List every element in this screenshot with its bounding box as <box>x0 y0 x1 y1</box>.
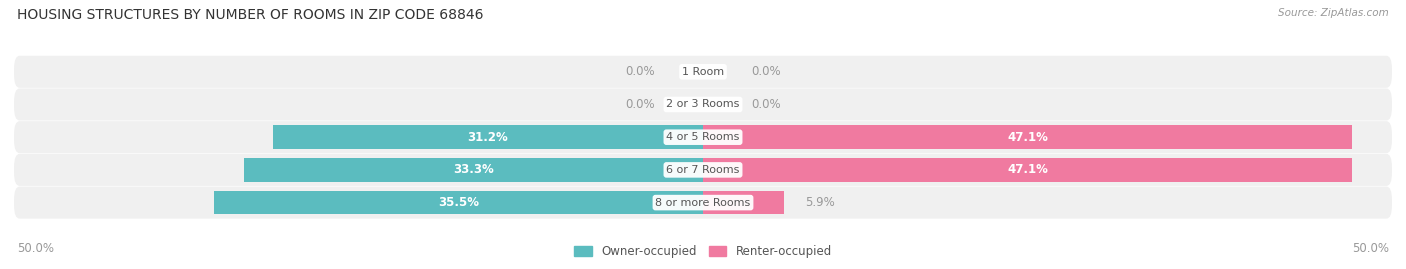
Text: 8 or more Rooms: 8 or more Rooms <box>655 198 751 208</box>
Text: 50.0%: 50.0% <box>1353 242 1389 255</box>
Text: 4 or 5 Rooms: 4 or 5 Rooms <box>666 132 740 142</box>
Text: 35.5%: 35.5% <box>437 196 479 209</box>
Text: 5.9%: 5.9% <box>806 196 835 209</box>
Text: HOUSING STRUCTURES BY NUMBER OF ROOMS IN ZIP CODE 68846: HOUSING STRUCTURES BY NUMBER OF ROOMS IN… <box>17 8 484 22</box>
Text: 1 Room: 1 Room <box>682 67 724 77</box>
Text: 50.0%: 50.0% <box>17 242 53 255</box>
FancyBboxPatch shape <box>14 154 1392 186</box>
Bar <box>703 191 785 214</box>
Text: 47.1%: 47.1% <box>1007 163 1047 176</box>
Text: Source: ZipAtlas.com: Source: ZipAtlas.com <box>1278 8 1389 18</box>
FancyBboxPatch shape <box>14 89 1392 121</box>
Legend: Owner-occupied, Renter-occupied: Owner-occupied, Renter-occupied <box>569 241 837 263</box>
Text: 33.3%: 33.3% <box>453 163 494 176</box>
Text: 31.2%: 31.2% <box>468 131 509 144</box>
Text: 0.0%: 0.0% <box>626 65 655 78</box>
Text: 47.1%: 47.1% <box>1007 131 1047 144</box>
FancyBboxPatch shape <box>14 56 1392 88</box>
Bar <box>703 125 1353 149</box>
Bar <box>273 125 703 149</box>
Text: 0.0%: 0.0% <box>626 98 655 111</box>
Text: 0.0%: 0.0% <box>751 65 780 78</box>
Bar <box>703 158 1353 182</box>
FancyBboxPatch shape <box>14 121 1392 153</box>
Text: 2 or 3 Rooms: 2 or 3 Rooms <box>666 100 740 109</box>
Bar <box>245 158 703 182</box>
Text: 6 or 7 Rooms: 6 or 7 Rooms <box>666 165 740 175</box>
Text: 0.0%: 0.0% <box>751 98 780 111</box>
Bar <box>214 191 703 214</box>
FancyBboxPatch shape <box>14 187 1392 219</box>
